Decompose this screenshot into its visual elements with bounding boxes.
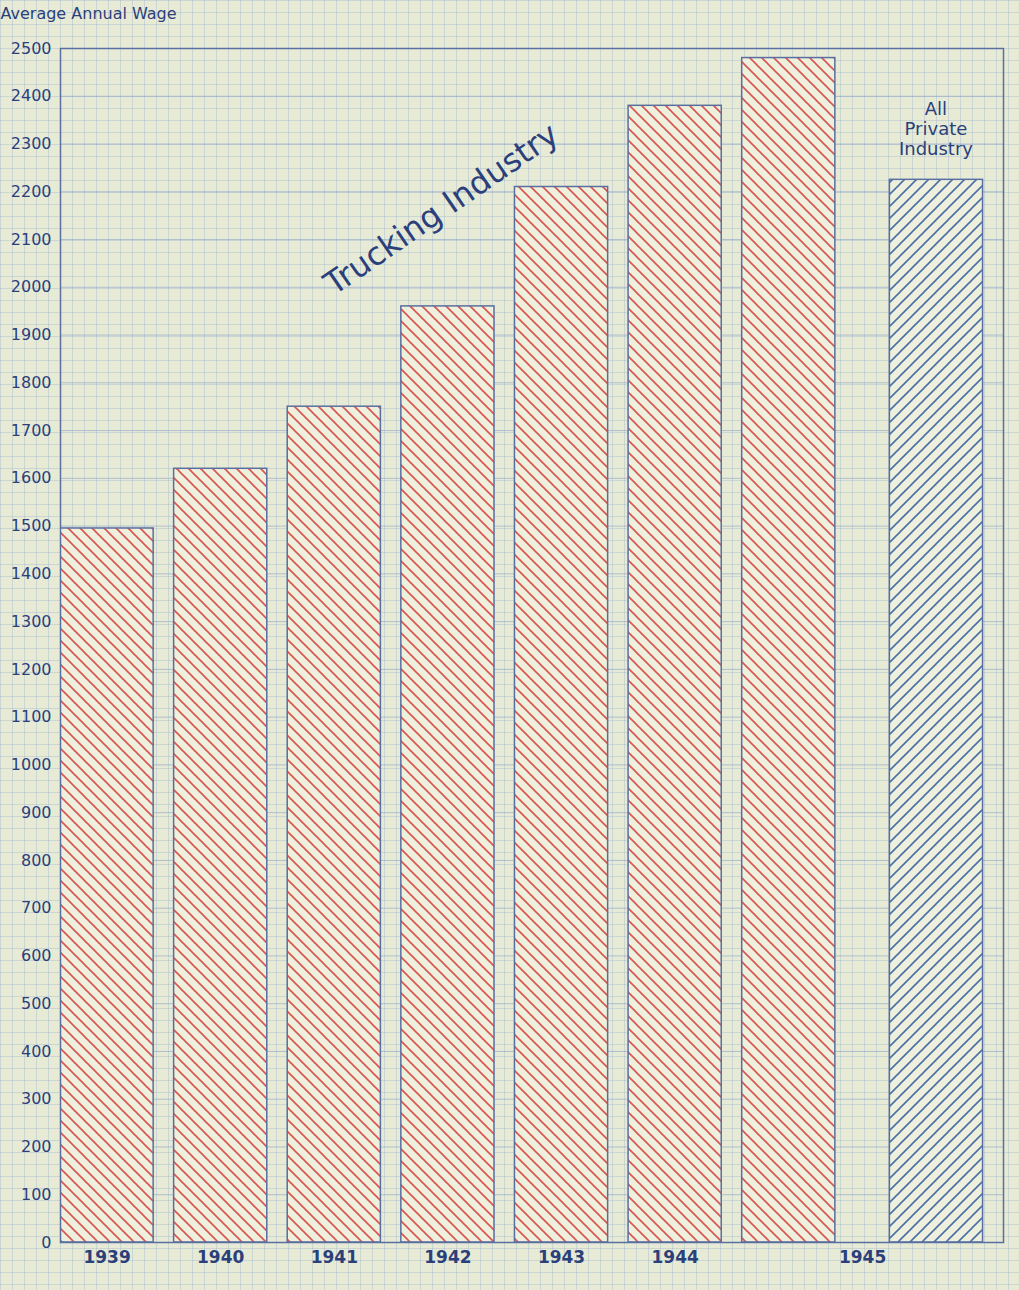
- svg-text:1400: 1400: [11, 564, 52, 583]
- svg-text:2200: 2200: [11, 182, 52, 201]
- svg-text:1300: 1300: [11, 612, 52, 631]
- svg-text:2000: 2000: [11, 277, 52, 296]
- svg-text:1200: 1200: [11, 660, 52, 679]
- svg-text:1500: 1500: [11, 516, 52, 535]
- svg-text:900: 900: [21, 803, 52, 822]
- svg-text:Average Annual Wage: Average Annual Wage: [1, 4, 177, 23]
- svg-text:1942: 1942: [424, 1247, 471, 1267]
- svg-text:2500: 2500: [11, 39, 52, 58]
- svg-text:1944: 1944: [651, 1247, 698, 1267]
- svg-text:1943: 1943: [538, 1247, 585, 1267]
- svg-text:2400: 2400: [11, 86, 52, 105]
- svg-text:1941: 1941: [311, 1247, 358, 1267]
- svg-text:800: 800: [21, 851, 52, 870]
- svg-text:600: 600: [21, 946, 52, 965]
- svg-text:Trucking Industry: Trucking Industry: [316, 115, 565, 303]
- svg-text:100: 100: [21, 1185, 52, 1204]
- svg-text:1945: 1945: [839, 1247, 886, 1267]
- svg-text:2300: 2300: [11, 134, 52, 153]
- svg-text:AllPrivateIndustry: AllPrivateIndustry: [899, 98, 973, 159]
- svg-text:1939: 1939: [83, 1247, 130, 1267]
- svg-text:300: 300: [21, 1089, 52, 1108]
- svg-text:1940: 1940: [197, 1247, 244, 1267]
- svg-text:1100: 1100: [11, 707, 52, 726]
- svg-text:1700: 1700: [11, 421, 52, 440]
- svg-text:700: 700: [21, 898, 52, 917]
- svg-text:2100: 2100: [11, 230, 52, 249]
- svg-text:400: 400: [21, 1042, 52, 1061]
- svg-text:500: 500: [21, 994, 52, 1013]
- svg-text:1000: 1000: [11, 755, 52, 774]
- svg-text:1800: 1800: [11, 373, 52, 392]
- svg-text:200: 200: [21, 1137, 52, 1156]
- svg-text:0: 0: [41, 1233, 51, 1252]
- svg-text:1900: 1900: [11, 325, 52, 344]
- svg-text:1600: 1600: [11, 468, 52, 487]
